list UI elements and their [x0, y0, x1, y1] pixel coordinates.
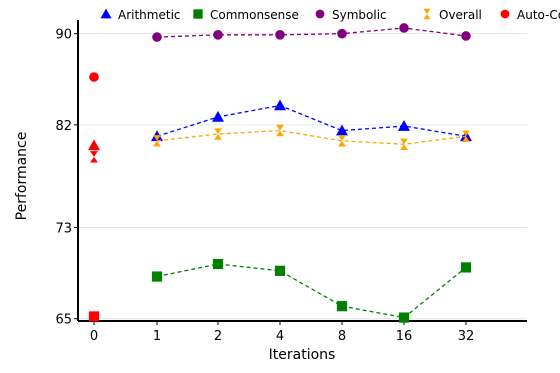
arithmetic-point [212, 111, 224, 122]
x-tick-label: 0 [90, 329, 98, 344]
y-tick-label: 82 [55, 119, 72, 134]
legend-arithmetic-label: Arithmetic [118, 8, 181, 22]
symbolic-point [337, 29, 347, 39]
auto-cot-overall-point [90, 151, 98, 162]
y-tick-label: 65 [55, 313, 72, 328]
commonsense-point [213, 259, 223, 269]
symbolic-point [275, 30, 285, 40]
legend-arithmetic-marker [101, 9, 112, 19]
arithmetic-point [274, 100, 286, 111]
legend-overall-label: Overall [439, 8, 482, 22]
series-layer [88, 23, 472, 322]
commonsense-point [399, 312, 409, 322]
commonsense-point [461, 262, 471, 272]
legend-symbolic-label: Symbolic [332, 8, 387, 22]
arithmetic-series-line [157, 106, 466, 137]
legend-commonsense-marker [193, 9, 202, 18]
symbolic-series-line [157, 28, 466, 37]
symbolic-point [399, 23, 409, 33]
y-axis-title: Performance [14, 132, 30, 221]
auto-cot-arithmetic-point [88, 139, 100, 150]
auto-cot-commonsense-point [89, 311, 99, 321]
commonsense-point [152, 271, 162, 281]
symbolic-point [152, 32, 162, 42]
arithmetic-point [398, 120, 410, 131]
x-tick-label: 4 [276, 329, 284, 344]
legend-commonsense-label: Commonsense [210, 8, 299, 22]
legend: Arithmetic Commonsense Symbolic Overall Auto… [101, 8, 560, 22]
y-tick-label: 73 [55, 222, 72, 237]
commonsense-point [275, 266, 285, 276]
x-tick-label: 8 [338, 329, 346, 344]
axis-layer [78, 20, 527, 321]
x-tick-label: 16 [396, 329, 413, 344]
grid-layer [78, 34, 527, 319]
commonsense-point [337, 301, 347, 311]
legend-auto-cot-marker [501, 10, 510, 19]
auto-cot-symbolic-point [89, 72, 99, 82]
legend-symbolic-marker [316, 10, 325, 19]
x-tick-label: 1 [153, 329, 161, 344]
x-axis-title: Iterations [269, 347, 336, 363]
commonsense-series-line [157, 264, 466, 318]
y-tick-label: 90 [55, 28, 72, 43]
tick-layer: 65 73 82 90 0 1 2 4 8 16 32 [55, 28, 474, 344]
symbolic-point [461, 31, 471, 41]
legend-auto-cot-label: Auto-CoT [517, 8, 560, 22]
symbolic-point [213, 30, 223, 40]
x-tick-label: 32 [458, 329, 475, 344]
legend-overall-marker [423, 9, 430, 19]
x-tick-label: 2 [214, 329, 222, 344]
overall-series-line [157, 131, 466, 145]
